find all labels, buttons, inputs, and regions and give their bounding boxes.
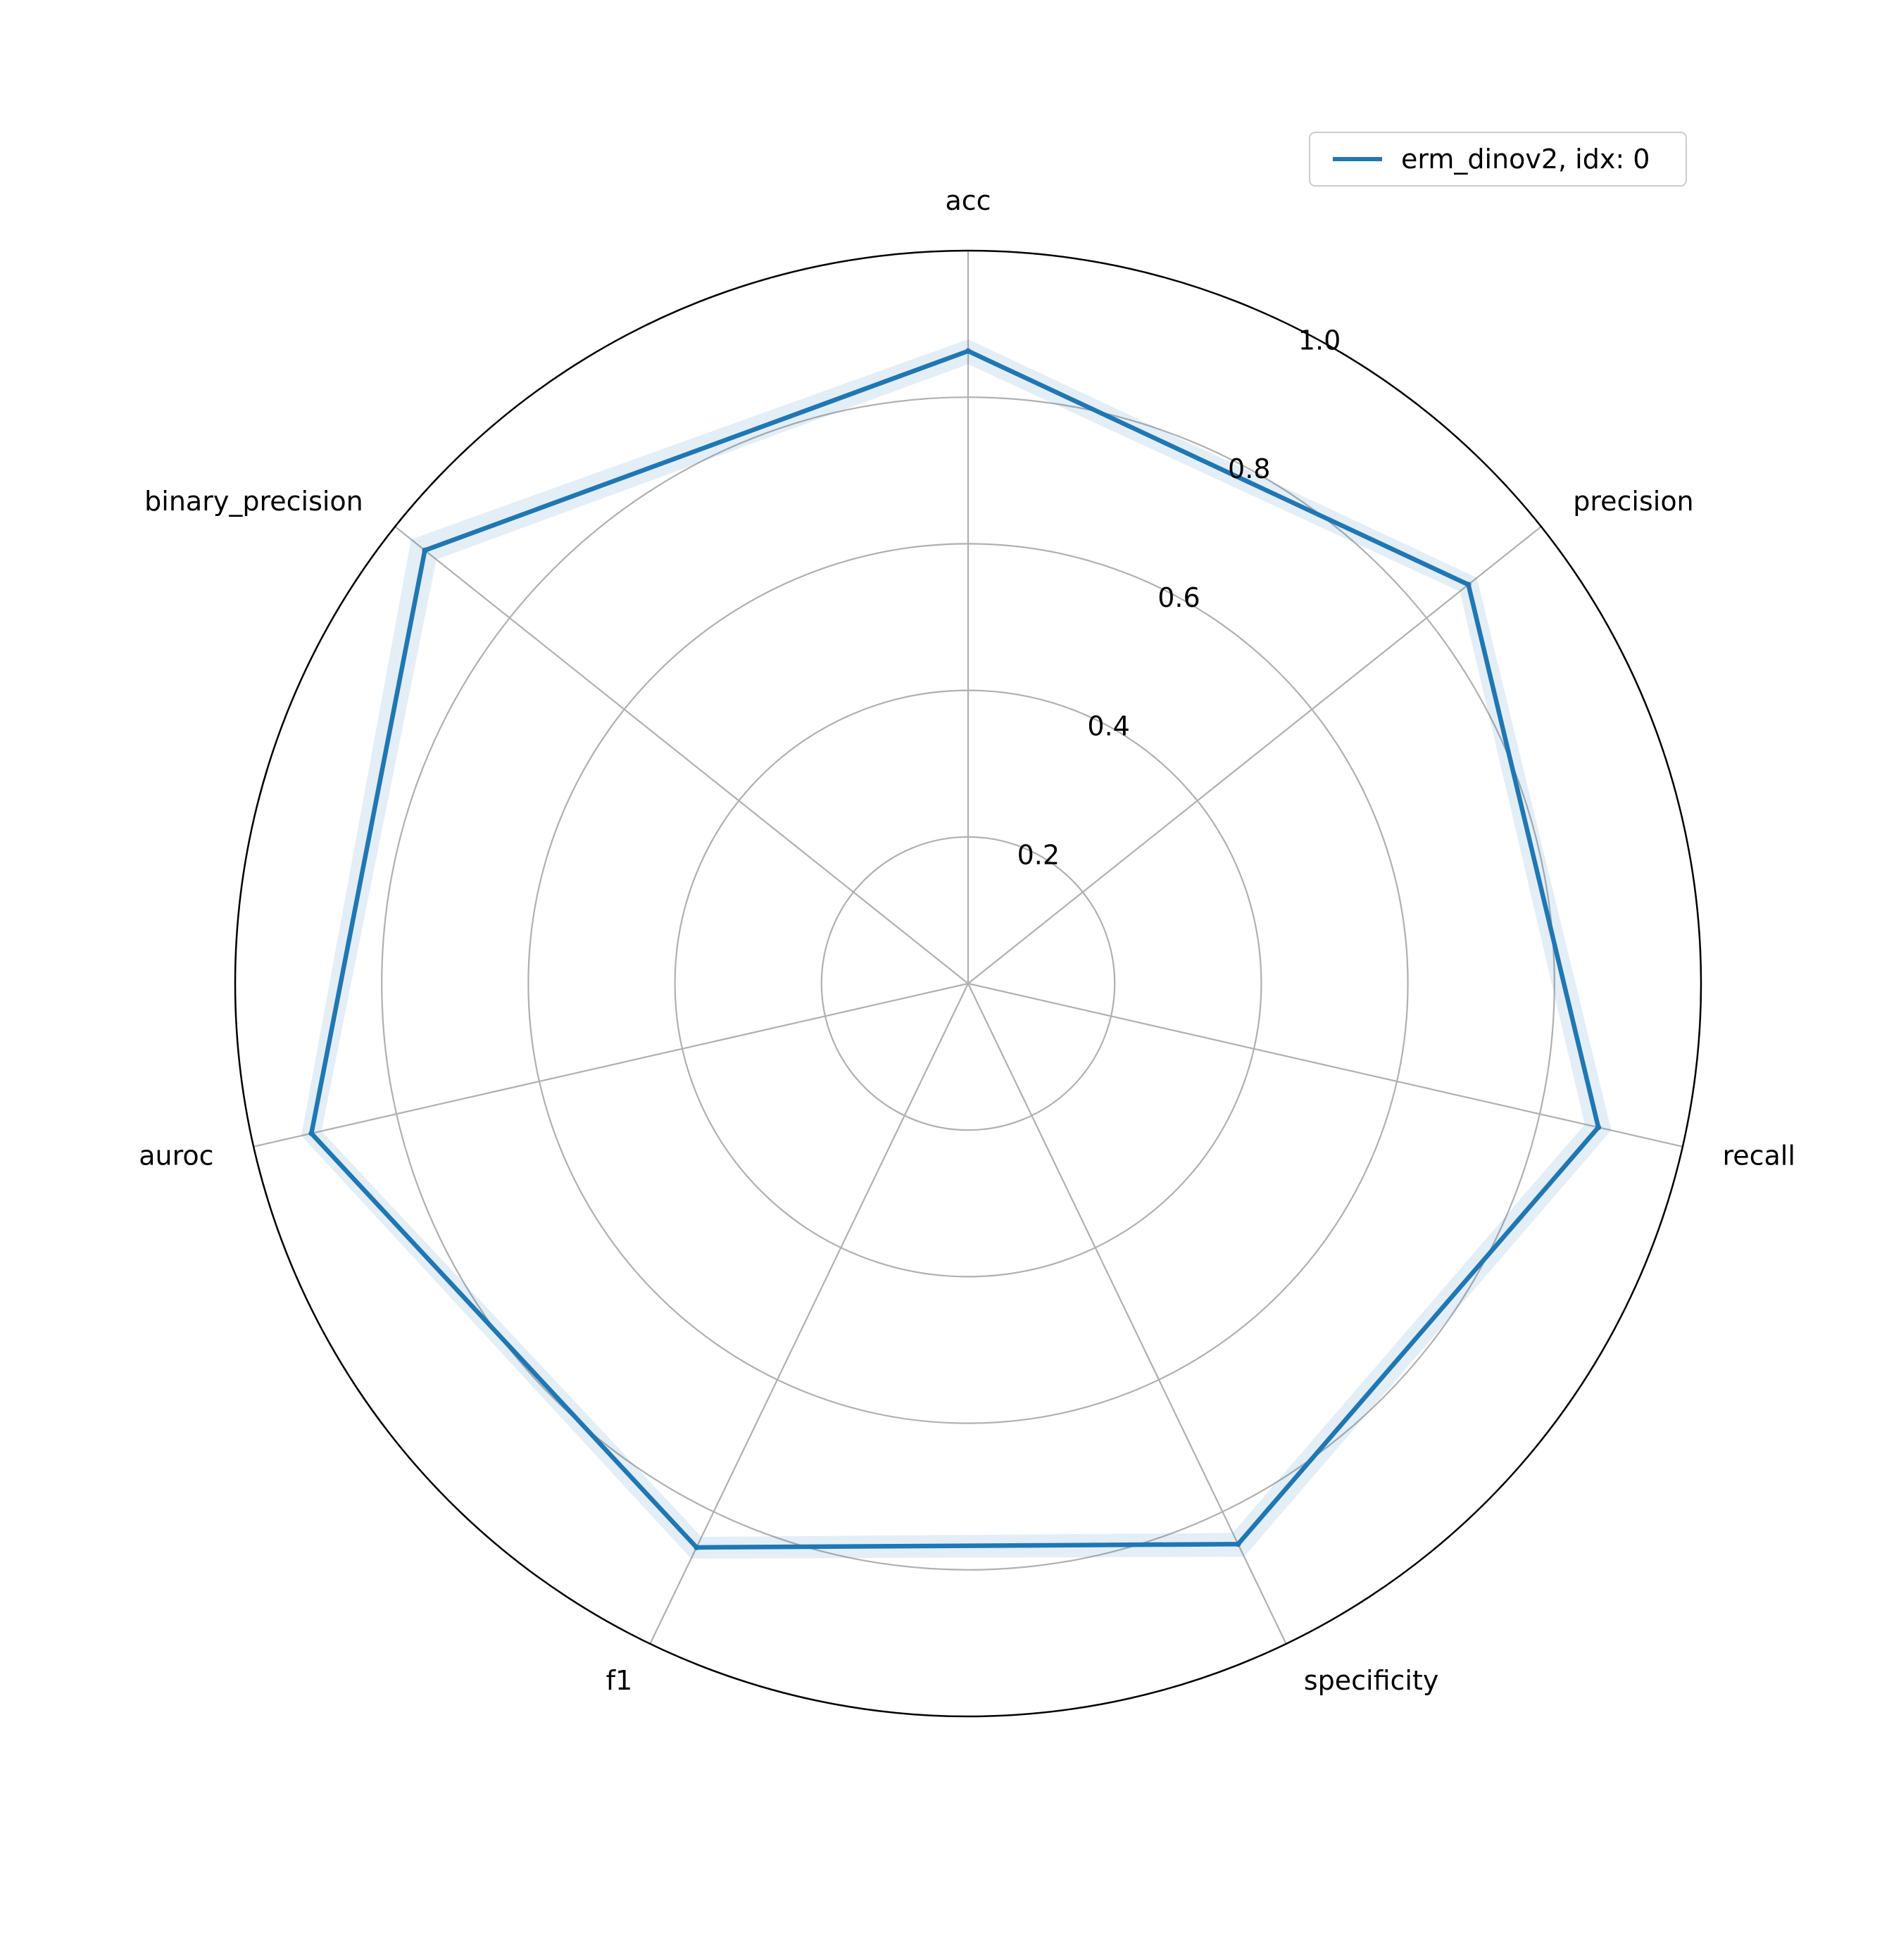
axis-label-f1: f1	[606, 1665, 633, 1696]
axis-label-recall: recall	[1722, 1141, 1795, 1171]
data-point-auroc	[308, 1130, 315, 1136]
r-tick-label-3: 0.8	[1228, 453, 1270, 484]
axis-label-auroc: auroc	[139, 1141, 213, 1171]
data-point-specificity	[1235, 1541, 1241, 1547]
spoke-binary_precision	[394, 526, 969, 984]
outer-frame	[234, 249, 1702, 1718]
label-layer: acc precision recall specificity f1 auroc bina…	[139, 185, 1795, 1696]
spoke-auroc	[253, 982, 969, 1148]
r-tick-label-0: 0.2	[1017, 839, 1060, 870]
axis-label-precision: precision	[1573, 486, 1693, 517]
axis-label-acc: acc	[945, 185, 991, 216]
axis-label-specificity: specificity	[1304, 1665, 1439, 1696]
data-point-recall	[1595, 1124, 1602, 1131]
r-tick-label-4: 1.0	[1298, 325, 1341, 356]
series-layer	[301, 339, 1612, 1559]
r-tick-label-1: 0.4	[1087, 711, 1129, 742]
r-tick-label-2: 0.6	[1157, 582, 1200, 613]
spoke-precision	[967, 526, 1542, 984]
radial-grid	[234, 249, 1702, 1718]
spoke-specificity	[967, 983, 1287, 1645]
data-point-f1	[694, 1544, 700, 1550]
spoke-recall	[967, 982, 1683, 1148]
series-line-0	[309, 348, 1601, 1550]
data-point-acc	[965, 348, 971, 354]
legend: erm_dinov2, idx: 0	[1309, 132, 1687, 187]
axis-label-binary_precision: binary_precision	[144, 486, 363, 517]
legend-label: erm_dinov2, idx: 0	[1401, 144, 1650, 175]
legend-frame	[1309, 132, 1687, 187]
data-point-precision	[1465, 582, 1472, 588]
spoke-f1	[649, 983, 969, 1645]
data-point-binary_precision	[422, 547, 428, 553]
